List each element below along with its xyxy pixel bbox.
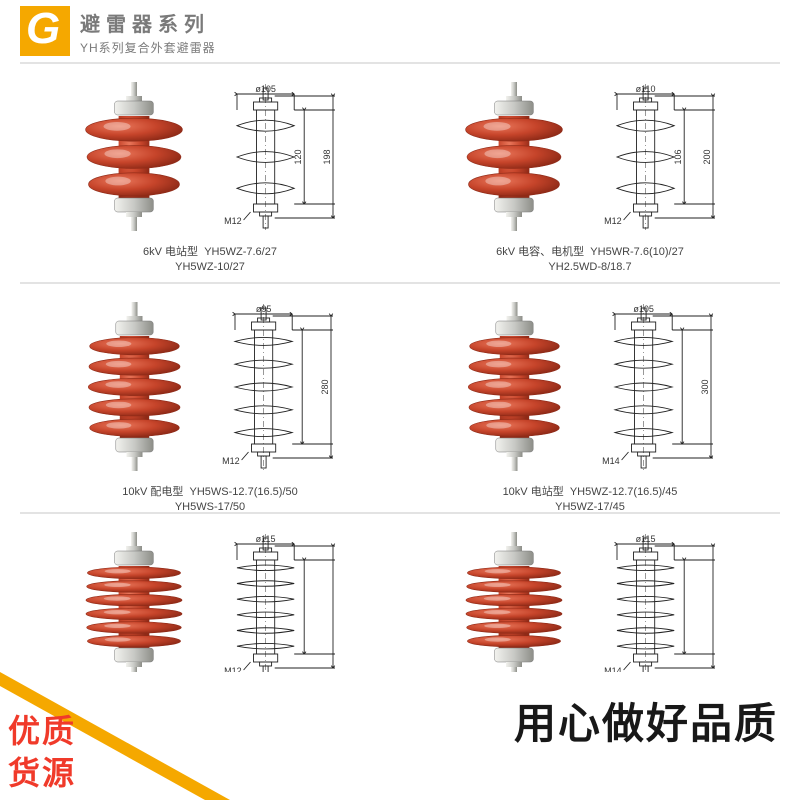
svg-text:300: 300 [700,379,710,394]
svg-text:120: 120 [293,149,303,164]
arrester-photo [459,532,569,687]
model-code: YH5WS-12.7(16.5)/50 [190,486,298,498]
svg-text:ø110: ø110 [636,84,656,94]
svg-text:280: 280 [320,379,330,394]
caption-type: 10kV 配电型 [122,486,183,498]
svg-text:ø95: ø95 [255,304,271,314]
arrester-diagram: ø115M12 [211,532,341,687]
quality-badge: 优质 货源 [8,706,76,794]
product-cell: ø115M14 [400,532,780,672]
series-g-mark [20,6,70,56]
product-cell: ø115M12 [20,532,400,672]
header-text-block: 避雷器系列 YH系列复合外套避雷器 [80,6,216,56]
caption-type: 6kV 电容、电机型 [496,246,584,258]
cell-body: ø115M12 [79,532,341,687]
product-grid: ø105 M12 120 198 6kV 电站型 YH5WZ-7.6/27 YH5WZ-… [20,64,780,684]
svg-text:ø115: ø115 [636,534,656,544]
product-caption: 10kV 配电型 YH5WS-12.7(16.5)/50 YH5WS-17/50 [122,485,297,515]
arrester-diagram: ø105 M14 300 [589,302,719,477]
product-cell: ø105M12120198 6kV 电站型 YH5WZ-7.6/27YH5WZ-… [20,82,400,270]
arrester-photo [82,302,187,477]
arrester-diagram: ø115M14 [591,532,721,687]
svg-text:M12: M12 [224,216,242,226]
product-cell: ø110 M12 106 200 6kV 电容、电机型 YH5WR-7.6(10)/2… [400,82,780,270]
cell-body: ø110 M12 106 200 [459,82,721,237]
arrester-diagram: ø105 M12 120 198 [211,82,341,237]
arrester-photo [79,532,189,687]
page-root: 避雷器系列 YH系列复合外套避雷器 [0,0,800,800]
product-caption: 6kV 电站型 YH5WZ-7.6/27 YH5WZ-10/27 [143,245,277,275]
caption-type: 10kV 电站型 [503,486,564,498]
svg-text:200: 200 [702,149,712,164]
svg-text:M12: M12 [222,456,240,466]
svg-text:ø105: ø105 [633,304,654,314]
svg-text:M12: M12 [604,216,622,226]
product-cell: ø95M12280 10kV 配电型 YH5WS-12.7(16.5)/50YH… [20,302,400,500]
arrester-diagram: ø110 M12 106 200 [591,82,721,237]
promo-banner: 优质 货源 用心做好品质 [0,672,800,800]
cell-body: ø115M14 [459,532,721,687]
series-title: 避雷器系列 [80,8,216,37]
catalog-header: 避雷器系列 YH系列复合外套避雷器 [20,6,780,64]
svg-text:M14: M14 [602,456,620,466]
svg-text:ø105: ø105 [255,84,276,94]
series-subtitle: YH系列复合外套避雷器 [80,39,216,56]
badge-line-1: 优质 [8,706,76,752]
product-row: ø95 M12 280 10kV 配电型 YH5WS-12.7(16.5)/50 YH… [20,284,780,514]
cell-body: ø95 M12 280 [82,302,339,477]
model-code: YH2.5WD-8/18.7 [496,260,684,275]
model-code: YH5WS-17/50 [122,500,297,515]
model-code: YH5WZ-10/27 [143,260,277,275]
arrester-photo [459,82,569,237]
model-code: YH5WR-7.6(10)/27 [590,246,684,258]
model-code: YH5WZ-12.7(16.5)/45 [570,486,678,498]
cell-body: ø105 M14 300 [462,302,719,477]
cell-body: ø105 M12 120 198 [79,82,341,237]
badge-line-2: 货源 [8,748,76,794]
svg-text:198: 198 [322,149,332,164]
svg-text:ø115: ø115 [256,534,276,544]
product-caption: 6kV 电容、电机型 YH5WR-7.6(10)/27 YH2.5WD-8/18.… [496,245,684,275]
product-row: ø105 M12 120 198 6kV 电站型 YH5WZ-7.6/27 YH5WZ-… [20,64,780,284]
product-caption: 10kV 电站型 YH5WZ-12.7(16.5)/45 YH5WZ-17/45 [503,485,678,515]
arrester-photo [79,82,189,237]
product-cell: ø105M14300 10kV 电站型 YH5WZ-12.7(16.5)/45Y… [400,302,780,500]
model-code: YH5WZ-7.6/27 [204,246,277,258]
banner-slogan: 用心做好品质 [514,690,778,751]
product-row: ø115M12 [20,514,780,684]
arrester-diagram: ø95 M12 280 [209,302,339,477]
arrester-photo [462,302,567,477]
svg-text:106: 106 [673,149,683,164]
caption-type: 6kV 电站型 [143,246,198,258]
model-code: YH5WZ-17/45 [503,500,678,515]
